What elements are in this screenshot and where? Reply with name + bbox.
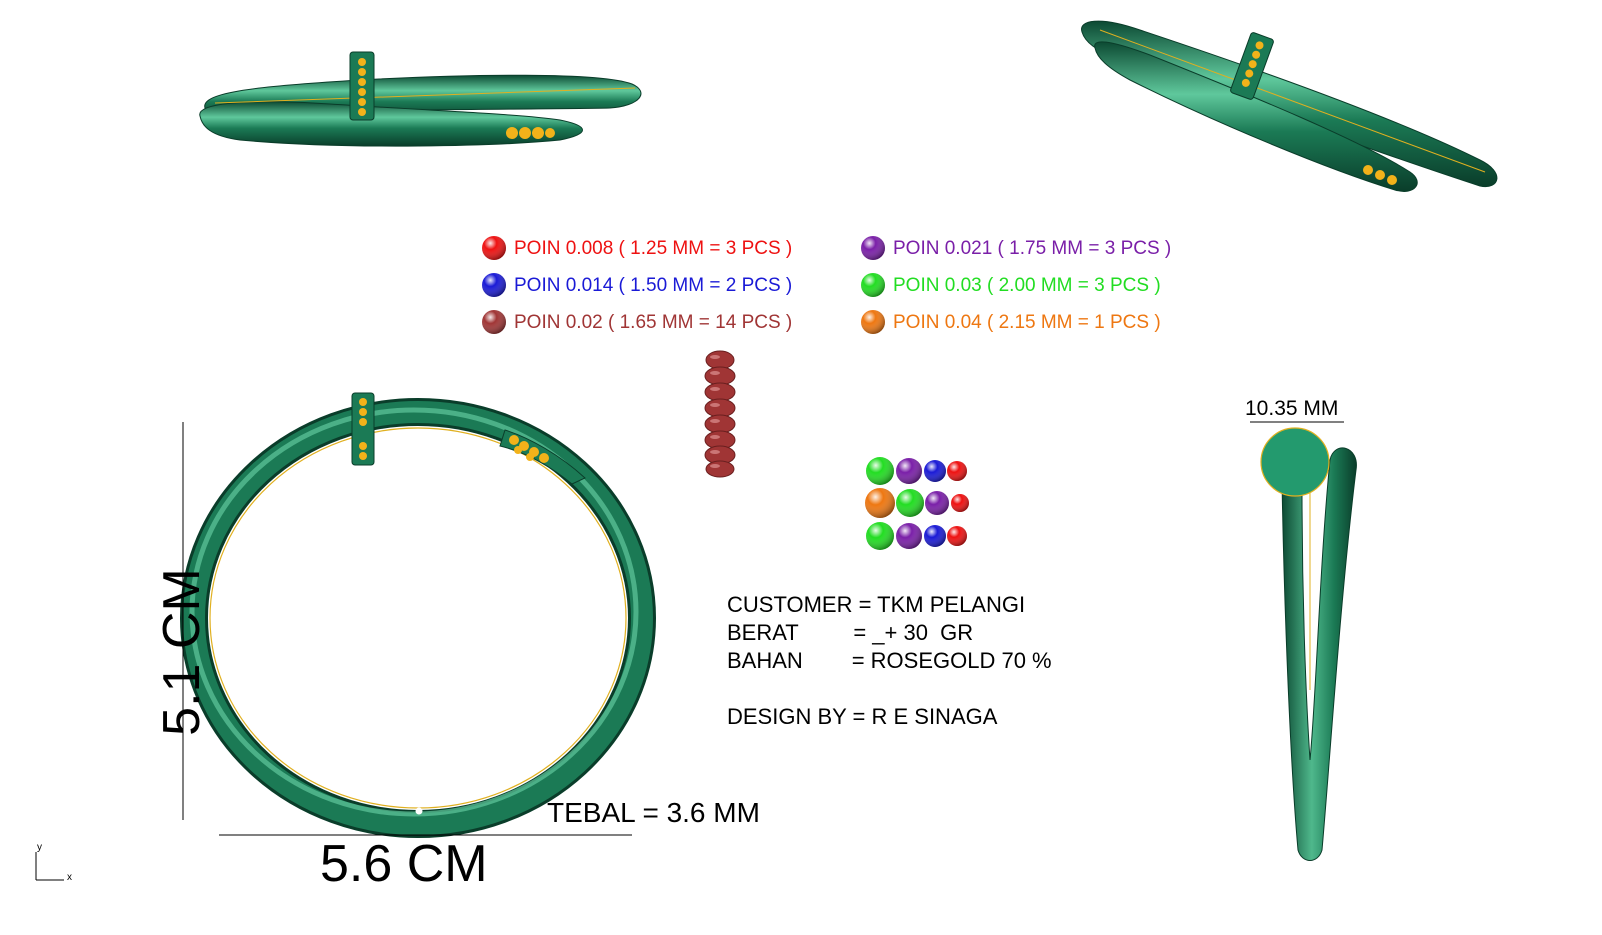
legend-label: POIN 0.021 ( 1.75 MM = 3 PCS ) xyxy=(893,238,1171,259)
width-label: 5.6 CM xyxy=(320,834,488,894)
height-label: 5.1 CM xyxy=(152,552,212,752)
axis-x-label: x xyxy=(67,872,72,883)
gem-grid xyxy=(865,457,969,550)
designer-text: DESIGN BY = R E SINAGA xyxy=(727,704,997,730)
legend-item: POIN 0.014 ( 1.50 MM = 2 PCS ) xyxy=(482,273,792,297)
legend-item: POIN 0.02 ( 1.65 MM = 14 PCS ) xyxy=(482,310,792,334)
bangle-front-view xyxy=(192,393,642,824)
legend-item: POIN 0.008 ( 1.25 MM = 3 PCS ) xyxy=(482,236,792,260)
customer-text: CUSTOMER = TKM PELANGI xyxy=(727,592,1025,618)
stone-legend: POIN 0.008 ( 1.25 MM = 3 PCS ) POIN 0.01… xyxy=(482,236,1171,334)
legend-label: POIN 0.04 ( 2.15 MM = 1 PCS ) xyxy=(893,312,1161,333)
bangle-end-view xyxy=(1250,422,1356,861)
stone-stack xyxy=(705,351,735,477)
legend-label: POIN 0.02 ( 1.65 MM = 14 PCS ) xyxy=(514,312,792,333)
bangle-angled-view xyxy=(1082,21,1497,191)
legend-label: POIN 0.008 ( 1.25 MM = 3 PCS ) xyxy=(514,238,792,259)
weight-text: BERAT = _+ 30 GR xyxy=(727,620,973,646)
legend-label: POIN 0.014 ( 1.50 MM = 2 PCS ) xyxy=(514,275,792,296)
thickness-label: TEBAL = 3.6 MM xyxy=(547,797,760,829)
legend-label: POIN 0.03 ( 2.00 MM = 3 PCS ) xyxy=(893,275,1161,296)
legend-item: POIN 0.021 ( 1.75 MM = 3 PCS ) xyxy=(861,236,1171,260)
side-width-label: 10.35 MM xyxy=(1245,397,1338,421)
legend-item: POIN 0.04 ( 2.15 MM = 1 PCS ) xyxy=(861,310,1161,334)
axis-y-label: y xyxy=(37,842,42,853)
legend-item: POIN 0.03 ( 2.00 MM = 3 PCS ) xyxy=(861,273,1161,297)
material-text: BAHAN = ROSEGOLD 70 % xyxy=(727,648,1052,674)
axis-indicator xyxy=(36,852,64,880)
bangle-side-view xyxy=(200,52,641,146)
